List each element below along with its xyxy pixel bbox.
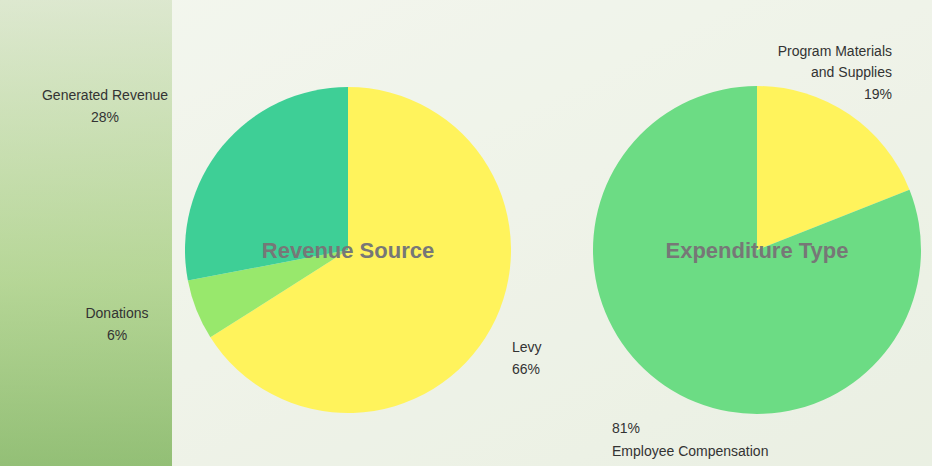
side-panel <box>0 0 172 466</box>
category-label: Levy <box>512 339 542 355</box>
pie-slice <box>593 86 921 414</box>
chart-title: Expenditure Type <box>666 238 849 263</box>
value-label: 28% <box>91 109 119 125</box>
content-panel <box>172 0 932 466</box>
value-label: 19% <box>864 86 892 102</box>
category-label: Program Materialsand Supplies <box>778 43 892 80</box>
slices <box>185 87 511 413</box>
category-label: Employee Compensation <box>612 443 768 459</box>
category-label: Generated Revenue <box>42 87 168 103</box>
slice-label: Generated Revenue 28% <box>42 87 168 125</box>
canvas: Revenue Source Levy 66% Donations 6% Generate… <box>0 0 932 466</box>
slice-label: Employee Compensation 81% <box>612 420 768 459</box>
value-label: 81% <box>612 420 640 436</box>
chart-title: Revenue Source <box>262 238 434 263</box>
category-label: Donations <box>85 305 148 321</box>
slice-label: Donations 6% <box>85 305 148 343</box>
value-label: 66% <box>512 361 540 377</box>
slices <box>593 86 921 414</box>
pie-chart: Expenditure Type <box>593 86 921 414</box>
value-label: 6% <box>107 327 127 343</box>
slice-label: Program Materialsand Supplies 19% <box>778 43 892 102</box>
background <box>0 0 932 466</box>
pie-chart: Revenue Source <box>185 87 511 413</box>
slice-label: Levy 66% <box>512 339 542 377</box>
